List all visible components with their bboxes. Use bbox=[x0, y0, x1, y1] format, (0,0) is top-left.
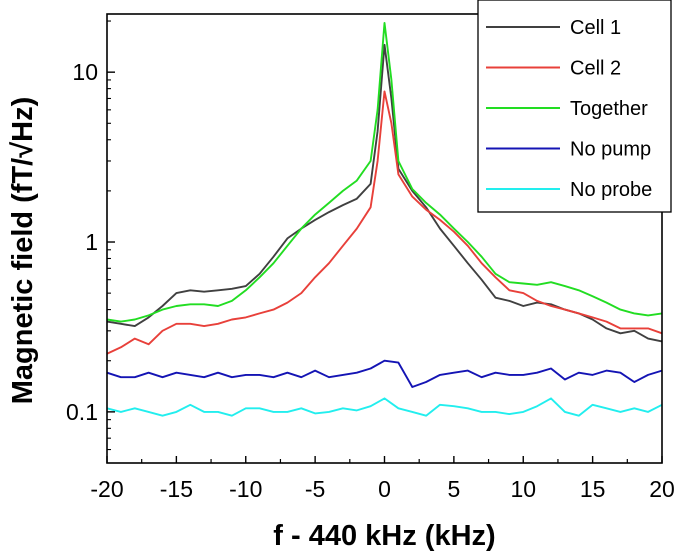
legend-label: No pump bbox=[570, 139, 651, 161]
y-tick-label: 1 bbox=[85, 229, 98, 255]
legend-label: Cell 2 bbox=[570, 58, 621, 80]
series-layer bbox=[106, 21, 663, 417]
x-tick-label: -15 bbox=[160, 476, 193, 502]
x-tick-label: 15 bbox=[580, 476, 606, 502]
x-axis-title: f - 440 kHz (kHz) bbox=[273, 520, 495, 552]
y-tick-label: 0.1 bbox=[66, 399, 98, 425]
x-tick-label: -10 bbox=[229, 476, 262, 502]
series-line-no-probe bbox=[106, 397, 663, 417]
x-tick-label: 10 bbox=[510, 476, 536, 502]
legend-label: Together bbox=[570, 98, 648, 120]
series-line-together bbox=[106, 21, 663, 323]
y-tick-label: 10 bbox=[72, 59, 98, 85]
legend: Cell 1 Cell 2 Together No pump No probe bbox=[477, 0, 672, 213]
axis-ticks: -20 -15 -10 -5 0 5 10 15 20 0.1 1 10 bbox=[66, 20, 675, 502]
x-tick-label: -5 bbox=[305, 476, 325, 502]
x-tick-label: 20 bbox=[649, 476, 675, 502]
legend-label: No probe bbox=[570, 179, 652, 201]
legend-box bbox=[477, 0, 672, 213]
x-tick-label: 5 bbox=[447, 476, 460, 502]
series-line-no-pump bbox=[106, 359, 663, 388]
legend-label: Cell 1 bbox=[570, 17, 621, 39]
y-axis-title: Magnetic field (fT/√Hz) bbox=[7, 97, 39, 405]
series-line-cell-2 bbox=[106, 90, 663, 355]
x-tick-label: 0 bbox=[378, 476, 391, 502]
x-tick-label: -20 bbox=[90, 476, 123, 502]
